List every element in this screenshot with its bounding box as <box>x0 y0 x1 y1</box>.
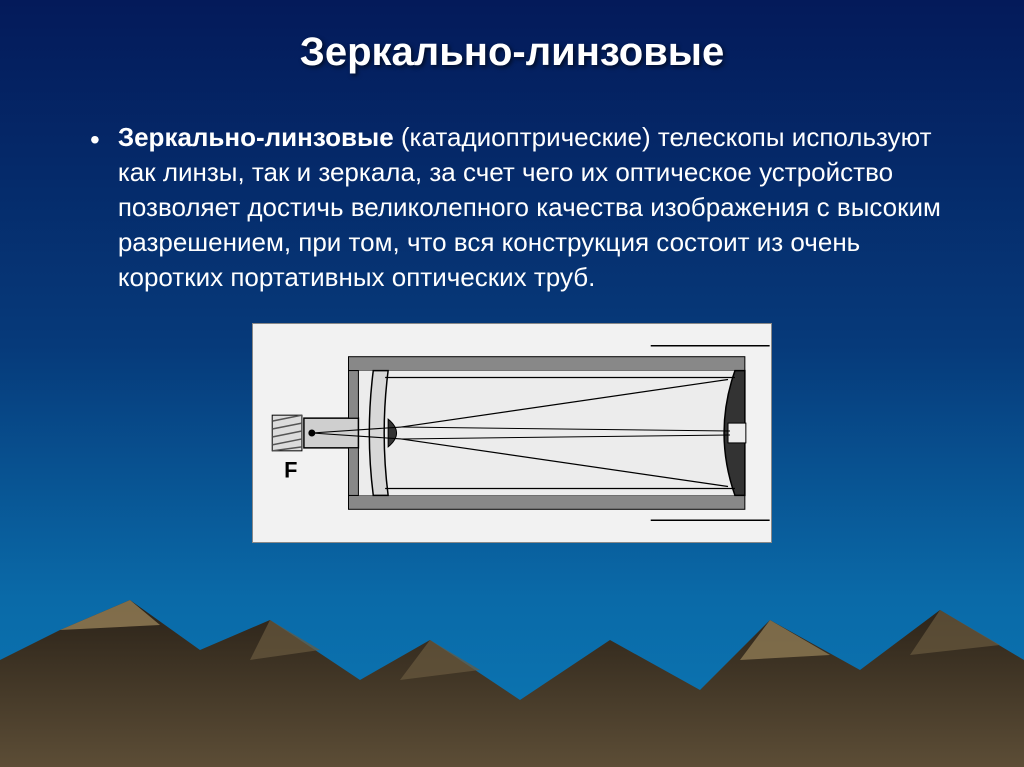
slide-content: Зеркально-линзовые • Зеркально-линзовые … <box>0 0 1024 543</box>
bullet-bold-lead: Зеркально-линзовые <box>118 122 394 152</box>
eyepiece-hatch <box>272 416 302 452</box>
slide-title: Зеркально-линзовые <box>50 30 974 75</box>
telescope-diagram: F <box>252 323 772 543</box>
focal-label: F <box>284 458 297 483</box>
diagram-container: F <box>50 323 974 543</box>
bullet-text: Зеркально-линзовые (катадиоптрические) т… <box>118 120 954 295</box>
bullet-marker: • <box>90 122 100 158</box>
bullet-item: • Зеркально-линзовые (катадиоптрические)… <box>50 120 974 295</box>
slide: Зеркально-линзовые • Зеркально-линзовые … <box>0 0 1024 767</box>
